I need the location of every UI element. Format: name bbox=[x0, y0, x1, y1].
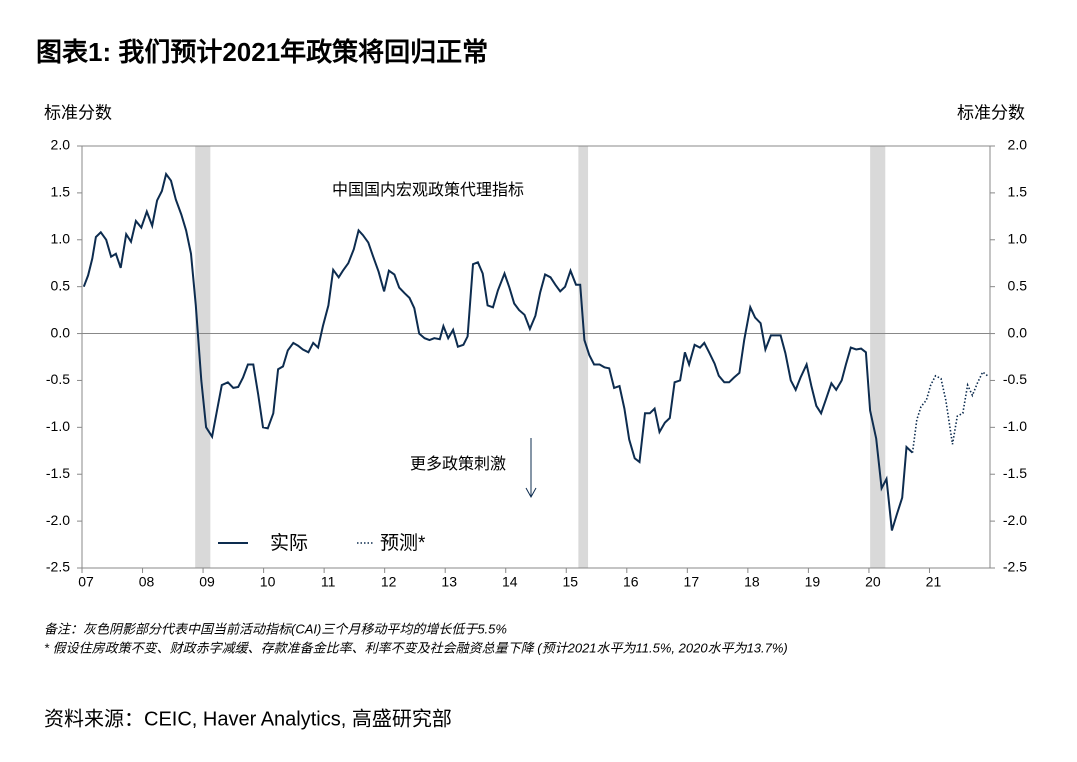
y2-tick-label: -2.0 bbox=[1003, 512, 1027, 528]
shaded-period bbox=[870, 146, 886, 568]
arrow-annotation: 更多政策刺激 bbox=[410, 455, 506, 473]
x-tick-label: 13 bbox=[441, 574, 457, 590]
y2-tick-label: 0.0 bbox=[1008, 324, 1028, 340]
x-tick-label: 16 bbox=[623, 574, 639, 590]
x-tick-label: 12 bbox=[381, 574, 397, 590]
y-tick-label: -2.0 bbox=[46, 512, 70, 528]
legend-label: 实际 bbox=[270, 532, 308, 554]
chart-title: 图表1: 我们预计2021年政策将回归正常 bbox=[36, 37, 488, 67]
y2-tick-label: 1.0 bbox=[1008, 230, 1028, 246]
y2-tick-label: 0.5 bbox=[1008, 277, 1028, 293]
shaded-period bbox=[578, 146, 589, 568]
legend-label: 预测* bbox=[380, 532, 426, 554]
note: 备注：灰色阴影部分代表中国当前活动指标(CAI)三个月移动平均的增长低于5.5% bbox=[44, 621, 507, 636]
y2-tick-label: -1.0 bbox=[1003, 418, 1027, 434]
y2-tick-label: 2.0 bbox=[1008, 137, 1028, 153]
y2-tick-label: -0.5 bbox=[1003, 371, 1027, 387]
x-tick-label: 11 bbox=[321, 574, 336, 590]
source: 资料来源：CEIC, Haver Analytics, 高盛研究部 bbox=[44, 707, 452, 730]
line-solid bbox=[82, 171, 914, 531]
note: * 假设住房政策不变、财政赤字减缓、存款准备金比率、利率不变及社会融资总量下降 … bbox=[44, 640, 788, 655]
x-tick-label: 09 bbox=[199, 574, 215, 590]
y-tick-label: -1.5 bbox=[46, 465, 70, 481]
x-tick-label: 15 bbox=[562, 574, 578, 590]
arrow-head bbox=[525, 487, 537, 499]
y-tick-label: 2.0 bbox=[51, 137, 71, 153]
line-dotted bbox=[911, 370, 989, 453]
y2-tick-label: -1.5 bbox=[1003, 465, 1027, 481]
annotation: 中国国内宏观政策代理指标 bbox=[332, 181, 524, 199]
x-tick-label: 17 bbox=[684, 574, 700, 590]
y-tick-label: 1.5 bbox=[51, 184, 71, 200]
plot-frame bbox=[81, 145, 991, 569]
y-tick-label: 0.5 bbox=[51, 277, 71, 293]
y-tick-label: -0.5 bbox=[46, 371, 70, 387]
x-tick-label: 08 bbox=[139, 574, 155, 590]
x-tick-label: 14 bbox=[502, 574, 518, 590]
x-tick-label: 20 bbox=[865, 574, 881, 590]
y-tick-label: -2.5 bbox=[46, 559, 70, 575]
x-tick-label: 18 bbox=[744, 574, 760, 590]
y2-tick-label: -2.5 bbox=[1003, 559, 1027, 575]
y-tick-label: -1.0 bbox=[46, 418, 70, 434]
x-tick-label: 21 bbox=[926, 574, 942, 590]
y-tick-label: 0.0 bbox=[51, 324, 71, 340]
y2-axis-label: 标准分数 bbox=[957, 103, 1025, 122]
x-tick-label: 07 bbox=[78, 574, 94, 590]
y-axis-label: 标准分数 bbox=[44, 103, 112, 122]
y-tick-label: 1.0 bbox=[51, 230, 71, 246]
x-tick-label: 10 bbox=[260, 574, 276, 590]
shaded-period bbox=[195, 146, 211, 568]
x-tick-label: 19 bbox=[805, 574, 821, 590]
y2-tick-label: 1.5 bbox=[1008, 184, 1028, 200]
